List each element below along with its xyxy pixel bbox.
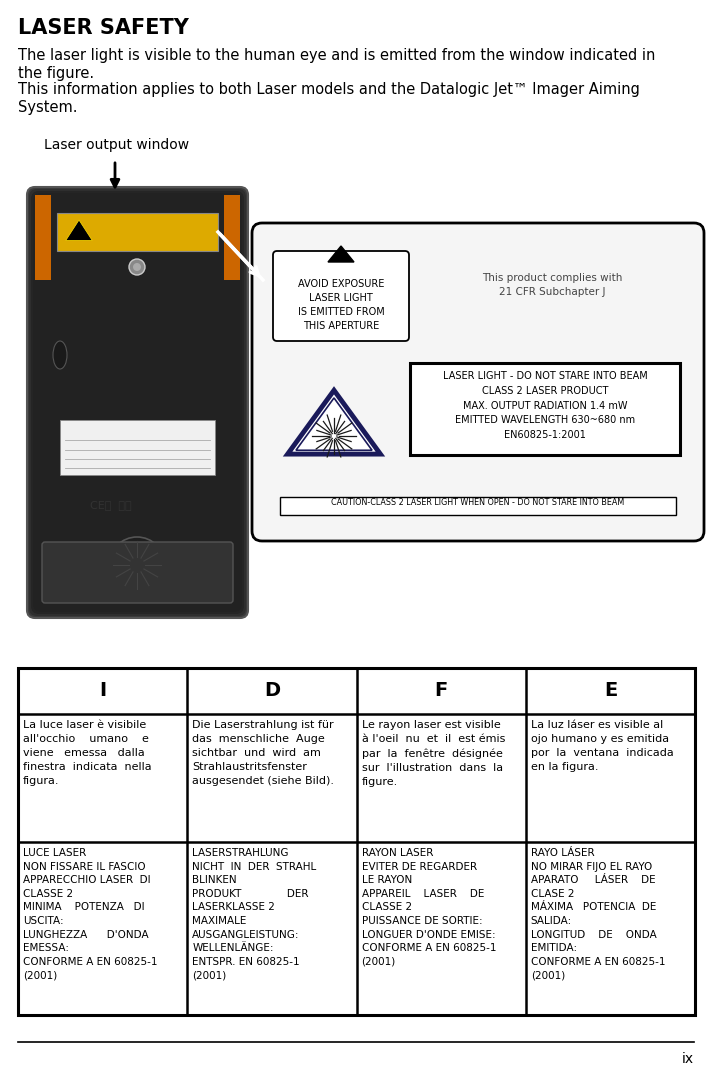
- Circle shape: [132, 560, 142, 570]
- FancyBboxPatch shape: [35, 195, 51, 280]
- Text: I: I: [99, 681, 106, 700]
- Polygon shape: [328, 246, 354, 262]
- Text: CEⓘ  Ⓖⓔ: CEⓘ Ⓖⓔ: [90, 500, 132, 510]
- Bar: [18, 668, 695, 1015]
- FancyBboxPatch shape: [31, 191, 244, 614]
- Text: This product complies with
21 CFR Subchapter J: This product complies with 21 CFR Subcha…: [482, 273, 622, 297]
- FancyBboxPatch shape: [252, 223, 704, 541]
- Text: F: F: [434, 681, 448, 700]
- Text: the figure.: the figure.: [18, 66, 94, 81]
- Text: The laser light is visible to the human eye and is emitted from the window indic: The laser light is visible to the human …: [18, 48, 655, 63]
- Circle shape: [129, 259, 145, 275]
- Text: CAUTION-CLASS 2 LASER LIGHT WHEN OPEN - DO NOT STARE INTO BEAM: CAUTION-CLASS 2 LASER LIGHT WHEN OPEN - …: [331, 498, 624, 507]
- FancyBboxPatch shape: [27, 187, 248, 618]
- Polygon shape: [66, 220, 92, 240]
- FancyBboxPatch shape: [33, 193, 242, 612]
- Text: ix: ix: [682, 1052, 694, 1066]
- Text: RAYO LÁSER
NO MIRAR FIJO EL RAYO
APARATO     LÁSER    DE
CLASE 2
MÁXIMA   POTENC: RAYO LÁSER NO MIRAR FIJO EL RAYO APARATO…: [530, 848, 665, 980]
- Text: La luce laser è visibile
all'occhio    umano    e
viene   emessa   dalla
finestr: La luce laser è visibile all'occhio uman…: [23, 720, 152, 786]
- FancyBboxPatch shape: [42, 542, 233, 603]
- Circle shape: [109, 537, 165, 593]
- FancyBboxPatch shape: [273, 251, 409, 341]
- Text: AVOID EXPOSURE
LASER LIGHT
IS EMITTED FROM
THIS APERTURE: AVOID EXPOSURE LASER LIGHT IS EMITTED FR…: [298, 280, 384, 331]
- Polygon shape: [288, 390, 380, 454]
- Text: This information applies to both Laser models and the Datalogic Jet™ Imager Aimi: This information applies to both Laser m…: [18, 82, 640, 97]
- Text: LASER LIGHT - DO NOT STARE INTO BEAM
CLASS 2 LASER PRODUCT
MAX. OUTPUT RADIATION: LASER LIGHT - DO NOT STARE INTO BEAM CLA…: [443, 371, 647, 440]
- Text: LASERSTRAHLUNG
NICHT  IN  DER  STRAHL
BLINKEN
PRODUKT              DER
LASERKLAS: LASERSTRAHLUNG NICHT IN DER STRAHL BLINK…: [192, 848, 317, 980]
- Bar: [410, 363, 680, 455]
- FancyBboxPatch shape: [29, 188, 246, 616]
- Bar: [57, 213, 218, 251]
- Ellipse shape: [53, 341, 67, 369]
- Text: LUCE LASER
NON FISSARE IL FASCIO
APPARECCHIO LASER  DI
CLASSE 2
MINIMA    POTENZ: LUCE LASER NON FISSARE IL FASCIO APPAREC…: [23, 848, 157, 980]
- Text: E: E: [604, 681, 617, 700]
- Text: LASER SAFETY: LASER SAFETY: [18, 18, 189, 37]
- Text: La luz láser es visible al
ojo humano y es emitida
por  la  ventana  indicada
en: La luz láser es visible al ojo humano y …: [530, 720, 674, 772]
- Circle shape: [133, 263, 141, 271]
- Bar: [60, 420, 215, 476]
- Bar: [280, 497, 676, 515]
- FancyBboxPatch shape: [224, 195, 240, 280]
- Text: D: D: [264, 681, 280, 700]
- Text: RAYON LASER
EVITER DE REGARDER
LE RAYON
APPAREIL    LASER    DE
CLASSE 2
PUISSAN: RAYON LASER EVITER DE REGARDER LE RAYON …: [362, 848, 496, 967]
- Text: Laser output window: Laser output window: [44, 138, 189, 152]
- Text: System.: System.: [18, 100, 78, 115]
- Text: Die Laserstrahlung ist für
das  menschliche  Auge
sichtbar  und  wird  am
Strahl: Die Laserstrahlung ist für das menschlic…: [192, 720, 334, 786]
- Text: Le rayon laser est visible
à l'oeil  nu  et  il  est émis
par  la  fenêtre  dési: Le rayon laser est visible à l'oeil nu e…: [362, 720, 505, 787]
